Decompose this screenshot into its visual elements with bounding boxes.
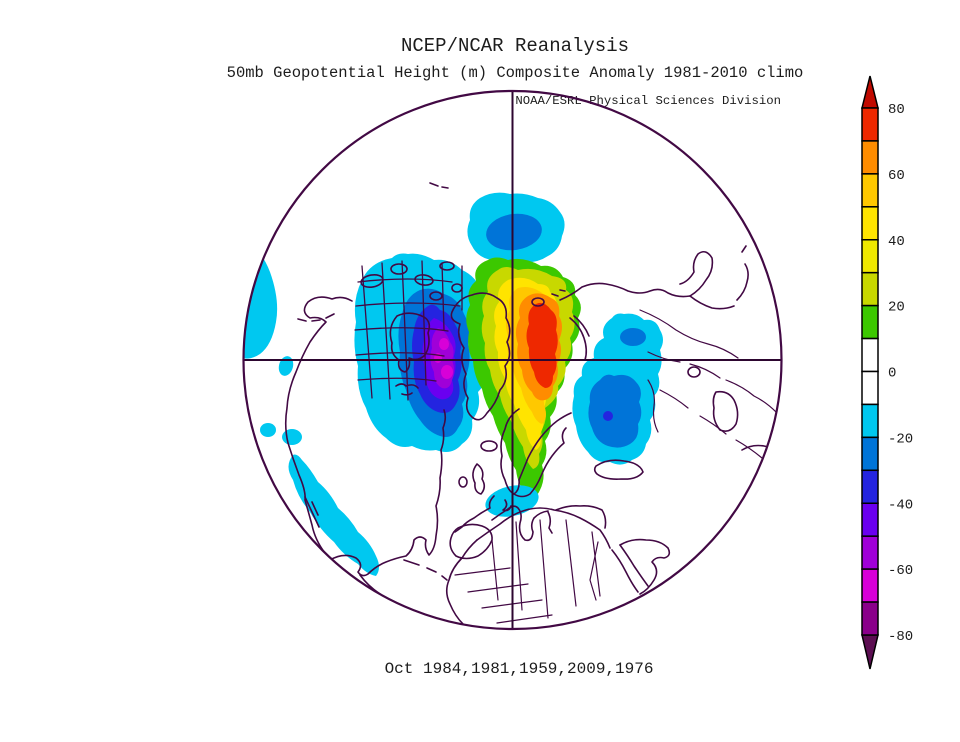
colorbar-segment bbox=[861, 206, 879, 241]
colorbar-arrow-top bbox=[861, 75, 879, 109]
colorbar-segment bbox=[861, 403, 879, 439]
anomaly-westcoast-cyan bbox=[260, 423, 276, 437]
colorbar-segment bbox=[861, 271, 879, 307]
plot-caption: Oct 1984,1981,1959,2009,1976 bbox=[385, 660, 654, 678]
colorbar-label: -80 bbox=[888, 629, 913, 645]
map-area bbox=[243, 91, 782, 629]
plot-attribution: NOAA/ESRL Physical Sciences Division bbox=[515, 94, 781, 108]
colorbar-segment bbox=[861, 436, 879, 472]
colorbar-label: 0 bbox=[888, 366, 896, 382]
plot-subtitle: 50mb Geopotential Height (m) Composite A… bbox=[227, 64, 804, 82]
colorbar-segment bbox=[861, 469, 879, 504]
anomaly-russia-blue-main bbox=[588, 374, 642, 448]
colorbar-label: -60 bbox=[888, 563, 913, 579]
state-border-lattice bbox=[354, 260, 463, 401]
colorbar-segment bbox=[861, 304, 879, 340]
anomaly-westcoast-cyan bbox=[282, 429, 302, 445]
colorbar-label: 20 bbox=[888, 300, 905, 316]
colorbar-segment bbox=[861, 337, 879, 373]
anomaly-russia-royal-spot bbox=[603, 411, 613, 421]
anomaly-arctic-blue bbox=[486, 213, 542, 251]
anomaly-canada-magenta bbox=[441, 365, 453, 379]
colorbar-label: -20 bbox=[888, 431, 913, 447]
colorbar-segment bbox=[861, 502, 879, 537]
colorbar-segment bbox=[861, 535, 879, 570]
colorbar-segment bbox=[861, 601, 879, 636]
colorbar-label: 80 bbox=[888, 102, 905, 118]
anomaly-pacific-cyan bbox=[288, 454, 379, 576]
colorbar-segment bbox=[861, 239, 879, 274]
colorbar-label: -40 bbox=[888, 497, 913, 513]
colorbar-arrow-bottom bbox=[861, 634, 879, 670]
colorbar-segment bbox=[861, 140, 879, 175]
anomaly-shading bbox=[243, 192, 663, 576]
plot-title: NCEP/NCAR Reanalysis bbox=[401, 35, 629, 57]
coastlines bbox=[284, 182, 781, 629]
colorbar-segment bbox=[861, 568, 879, 603]
colorbar-segment bbox=[861, 107, 879, 142]
colorbar-segment bbox=[861, 173, 879, 208]
anomaly-canada-magenta bbox=[439, 338, 449, 350]
anomaly-barents-red bbox=[526, 302, 558, 388]
anomaly-russia-blue-north bbox=[620, 328, 646, 346]
colorbar-label: 60 bbox=[888, 168, 905, 184]
colorbar-segment bbox=[861, 370, 879, 406]
colorbar: 80 60 40 20 0 -20 -40 -60 -80 bbox=[861, 75, 913, 670]
map-boundary-circle bbox=[242, 89, 783, 631]
anomaly-westcoast-cyan bbox=[278, 356, 294, 376]
colorbar-label: 40 bbox=[888, 234, 905, 250]
